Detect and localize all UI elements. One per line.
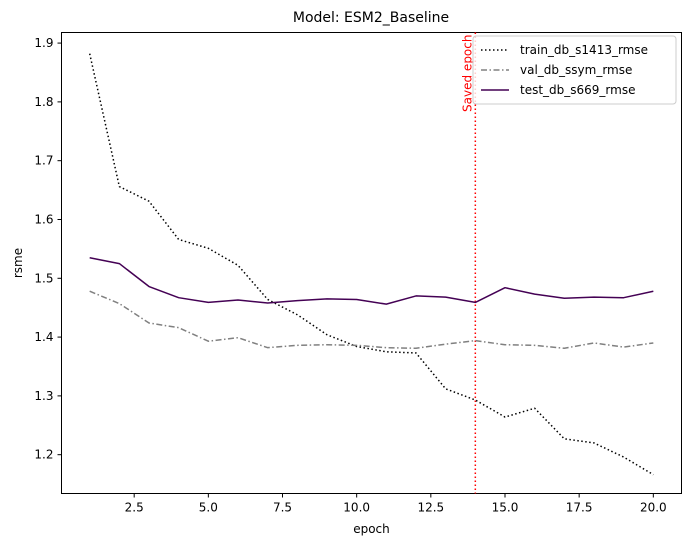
series-line-train_db_s1413_rmse — [88, 53, 654, 476]
x-tick-label: 15.0 — [492, 501, 519, 515]
data-point — [504, 416, 506, 418]
y-tick-label: 1.8 — [34, 95, 53, 109]
data-point — [237, 337, 239, 339]
data-point — [237, 299, 239, 301]
x-tick-label: 2.5 — [125, 501, 144, 515]
data-point — [474, 301, 476, 303]
data-point — [652, 474, 654, 476]
legend-label: test_db_s669_rmse — [520, 83, 635, 97]
data-point — [356, 299, 358, 301]
x-tick-label: 5.0 — [199, 501, 218, 515]
data-point — [415, 352, 417, 354]
data-point — [207, 247, 209, 249]
data-point — [267, 347, 269, 349]
data-point — [89, 53, 91, 55]
data-point — [148, 322, 150, 324]
data-point — [504, 344, 506, 346]
data-point — [148, 286, 150, 288]
data-point — [534, 344, 536, 346]
data-point — [474, 340, 476, 342]
data-point — [623, 456, 625, 458]
data-point — [385, 347, 387, 349]
data-point — [563, 347, 565, 349]
data-point — [415, 295, 417, 297]
data-point — [89, 290, 91, 292]
data-point — [593, 442, 595, 444]
data-point — [89, 257, 91, 259]
data-point — [652, 290, 654, 292]
data-point — [326, 334, 328, 336]
x-tick-label: 17.5 — [566, 501, 593, 515]
data-point — [296, 344, 298, 346]
series-line-val_db_ssym_rmse — [89, 290, 654, 350]
annotations: Saved epoch — [460, 32, 477, 494]
y-tick-label: 1.2 — [34, 448, 53, 462]
x-axis-label: epoch — [353, 522, 390, 536]
data-point — [445, 388, 447, 390]
legend-box — [472, 35, 677, 105]
x-tick-label: 10.0 — [343, 501, 370, 515]
data-point — [534, 293, 536, 295]
data-point — [563, 297, 565, 299]
data-point — [534, 407, 536, 409]
saved-epoch-label: Saved epoch — [460, 35, 474, 112]
legend-label: val_db_ssym_rmse — [520, 63, 632, 77]
x-axis: 2.5 5.0 7.5 10.0 12.5 15.0 17.5 20.0 — [125, 493, 667, 515]
data-point — [118, 186, 120, 188]
y-axis: 1.2 1.3 1.4 1.5 1.6 1.7 1.8 1.9 — [34, 36, 62, 462]
data-point — [178, 297, 180, 299]
data-point — [326, 344, 328, 346]
data-point — [474, 399, 476, 401]
data-point — [652, 342, 654, 344]
plot-frame — [61, 32, 682, 494]
data-point — [267, 299, 269, 301]
y-tick-label: 1.4 — [34, 330, 53, 344]
legend: train_db_s1413_rmse val_db_ssym_rmse test_… — [472, 35, 677, 105]
y-tick-label: 1.9 — [34, 36, 53, 50]
y-tick-label: 1.6 — [34, 212, 53, 226]
data-point — [563, 438, 565, 440]
x-tick-label: 12.5 — [417, 501, 444, 515]
data-point — [593, 296, 595, 298]
data-point — [623, 297, 625, 299]
data-point — [118, 303, 120, 305]
y-tick-label: 1.5 — [34, 271, 53, 285]
data-point — [267, 302, 269, 304]
data-point — [385, 351, 387, 353]
data-point — [178, 327, 180, 329]
data-point — [623, 346, 625, 348]
data-point — [237, 264, 239, 266]
data-point — [504, 287, 506, 289]
plot-area — [61, 32, 682, 494]
data-point — [445, 343, 447, 345]
data-point — [118, 263, 120, 265]
y-axis-label: rsme — [11, 248, 25, 278]
data-point — [385, 303, 387, 305]
legend-label: train_db_s1413_rmse — [520, 43, 648, 57]
data-point — [356, 344, 358, 346]
y-tick-label: 1.3 — [34, 389, 53, 403]
data-point — [296, 314, 298, 316]
data-point — [326, 298, 328, 300]
data-point — [148, 200, 150, 202]
data-point — [593, 342, 595, 344]
data-point — [445, 296, 447, 298]
data-point — [207, 301, 209, 303]
data-point — [178, 239, 180, 241]
y-tick-label: 1.7 — [34, 154, 53, 168]
series-lines — [88, 53, 654, 476]
data-point — [207, 340, 209, 342]
x-tick-label: 7.5 — [273, 501, 292, 515]
chart-title: Model: ESM2_Baseline — [293, 10, 449, 26]
data-point — [296, 300, 298, 302]
x-tick-label: 20.0 — [640, 501, 667, 515]
series-line-test_db_s669_rmse — [89, 256, 654, 305]
data-point — [415, 347, 417, 349]
